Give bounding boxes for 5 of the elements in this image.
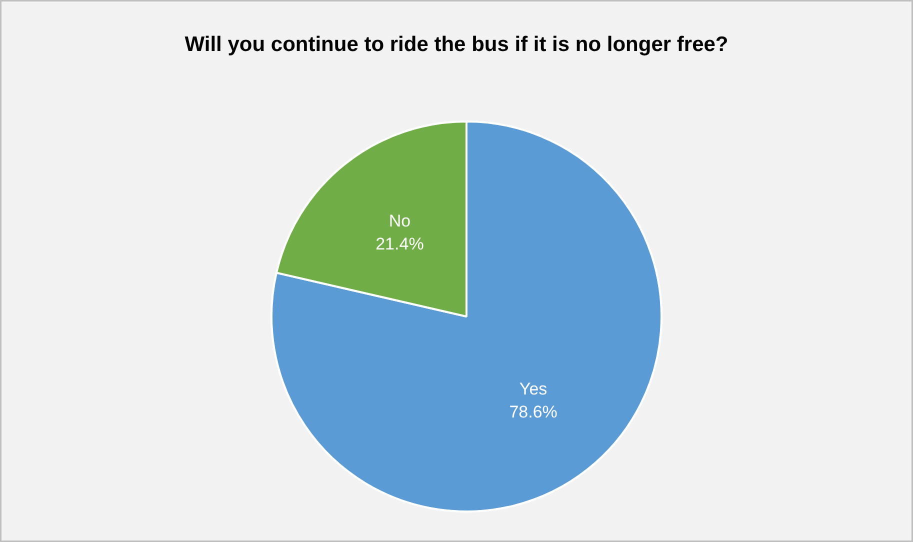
slice-label: No: [388, 212, 411, 231]
data-label: 78.6%: [509, 402, 558, 422]
chart-title: Will you continue to ride the bus if it is no longer free?: [184, 33, 728, 56]
slice-label: Yes: [519, 380, 548, 399]
data-label: 21.4%: [376, 234, 424, 254]
